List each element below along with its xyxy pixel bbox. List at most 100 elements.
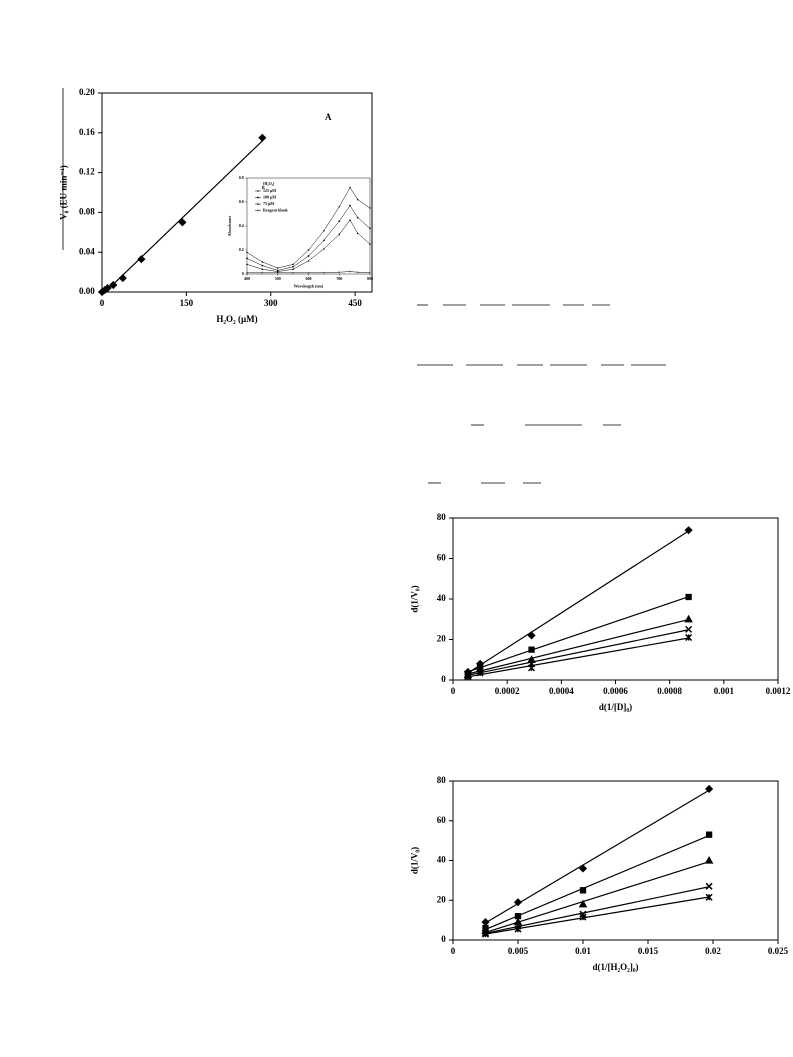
trend-line — [467, 596, 689, 673]
x-tick-label: 150 — [180, 298, 194, 308]
legend-title: [H₂O₂] — [263, 181, 275, 186]
chart-label: B — [262, 185, 265, 190]
trend-line — [467, 530, 689, 674]
marker — [245, 263, 249, 266]
marker — [481, 930, 490, 938]
legend-entry: Reagent blank — [263, 207, 289, 212]
marker — [527, 631, 536, 640]
trend-line — [485, 896, 710, 935]
trend-line — [485, 789, 710, 924]
marker — [323, 271, 325, 274]
marker — [513, 898, 523, 907]
x-tick-label: 500 — [275, 276, 281, 281]
marker — [356, 271, 359, 274]
y-tick-label: 0.6 — [239, 199, 244, 204]
marker — [369, 271, 371, 274]
y-tick-label: 0 — [441, 674, 446, 684]
x-tick-label: 0.005 — [508, 946, 529, 956]
marker — [464, 673, 472, 681]
equation-bars — [417, 304, 666, 484]
y-tick-label: 0.04 — [79, 246, 95, 256]
marker — [246, 271, 248, 274]
marker — [685, 593, 692, 601]
x-tick-label: 600 — [306, 276, 312, 281]
marker — [307, 255, 310, 257]
marker — [103, 283, 112, 293]
marker — [322, 229, 325, 232]
marker — [528, 646, 535, 653]
y-axis-label: d(1/V₀) — [409, 585, 419, 612]
marker — [338, 233, 341, 236]
marker — [258, 133, 267, 142]
x-tick-label: 400 — [244, 276, 250, 281]
marker — [178, 218, 187, 227]
y-tick-label: 80 — [437, 512, 447, 522]
y-axis-label: Absorbance — [227, 216, 232, 237]
marker — [356, 232, 359, 234]
marker — [705, 882, 713, 890]
marker — [292, 263, 295, 266]
legend-entry: 75 µM — [263, 201, 274, 206]
marker — [256, 202, 260, 205]
marker — [307, 271, 310, 274]
marker — [322, 247, 325, 250]
x-tick-label: 0.025 — [768, 946, 789, 956]
marker — [261, 261, 264, 263]
x-tick-label: 0 — [451, 946, 456, 956]
trend-line — [101, 140, 263, 296]
marker — [349, 270, 351, 273]
x-tick-label: 0.0008 — [657, 686, 682, 696]
y-tick-label: 40 — [437, 593, 447, 603]
marker — [578, 864, 588, 873]
marker — [476, 669, 484, 677]
x-tick-label: 0.01 — [575, 946, 591, 956]
marker — [261, 264, 264, 267]
x-tick-label: 0.0002 — [495, 686, 520, 696]
y-tick-label: 0.16 — [79, 127, 95, 137]
marker — [356, 216, 359, 219]
x-tick-label: 0.0012 — [766, 686, 791, 696]
marker — [246, 257, 248, 260]
chart-label: A — [325, 112, 332, 122]
marker — [257, 196, 259, 199]
marker — [705, 893, 713, 901]
x-tick-label: 300 — [264, 298, 278, 308]
marker — [137, 255, 146, 264]
series-line — [247, 271, 371, 274]
marker — [704, 855, 714, 864]
trend-line — [485, 834, 710, 930]
marker — [276, 269, 279, 272]
marker — [276, 270, 279, 273]
trend-line — [485, 861, 710, 934]
y-tick-label: 0 — [242, 271, 244, 276]
marker — [338, 205, 341, 208]
marker — [323, 239, 325, 242]
series-line — [246, 205, 371, 271]
marker — [513, 917, 523, 926]
marker — [349, 186, 351, 189]
marker — [579, 887, 587, 894]
x-axis-label: d(1/[D]₀) — [599, 702, 632, 712]
y-tick-label: 60 — [437, 815, 447, 825]
x-tick-label: 0.0004 — [549, 686, 574, 696]
y-tick-label: 80 — [437, 775, 447, 785]
marker — [356, 198, 359, 201]
marker — [292, 268, 295, 270]
y-tick-label: 20 — [437, 894, 447, 904]
marker — [348, 218, 352, 221]
marker — [338, 271, 341, 274]
y-tick-label: 0.08 — [79, 206, 95, 216]
marker — [292, 271, 294, 274]
marker — [578, 899, 588, 908]
x-axis-label: Wavelength (nm) — [294, 283, 324, 288]
y-tick-label: 0 — [441, 934, 446, 944]
x-tick-label: 800 — [367, 276, 373, 281]
marker — [261, 268, 264, 270]
marker — [579, 913, 587, 921]
y-tick-label: 40 — [437, 855, 447, 865]
marker — [514, 913, 522, 920]
trend-line — [485, 886, 710, 934]
series-line — [246, 219, 371, 272]
y-tick-label: 0.4 — [239, 223, 244, 228]
